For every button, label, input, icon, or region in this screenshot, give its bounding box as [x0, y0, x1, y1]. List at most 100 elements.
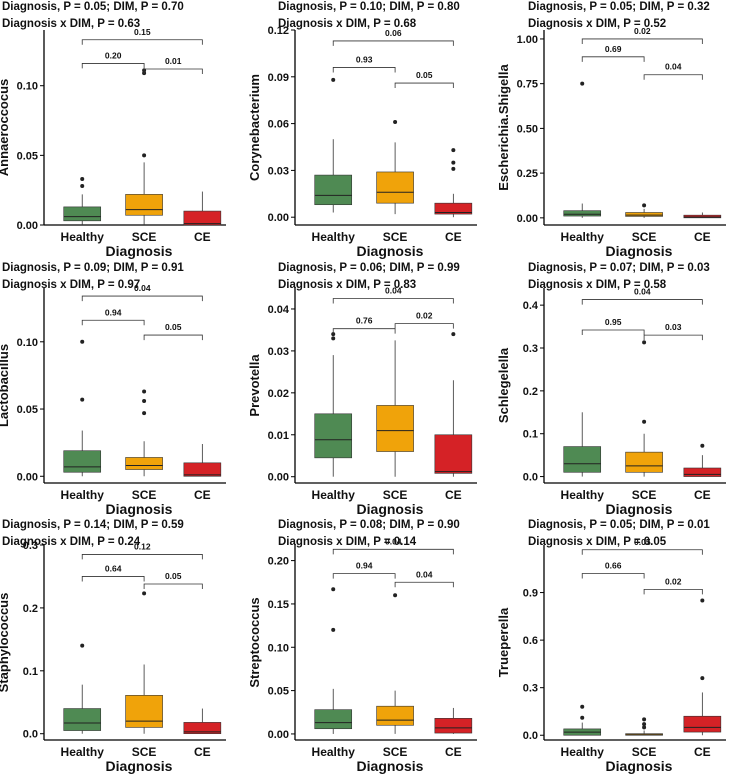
- y-tick-label: 0.02: [268, 388, 289, 400]
- box-iqr: [125, 695, 163, 728]
- x-axis-label: Diagnosis: [106, 758, 173, 774]
- outlier-point: [80, 184, 85, 188]
- y-axis-label: Corynebacterium: [247, 74, 262, 181]
- box-ce: [434, 148, 473, 218]
- comparison-bracket: [81, 63, 145, 69]
- comparison-healthy-ce: 0.04: [81, 283, 203, 302]
- comparison-healthy-ce: 0.02: [581, 26, 703, 44]
- comparison-p-value: 0.02: [416, 311, 433, 321]
- stats-line-2: Diagnosis x DIM, P = 0.58: [528, 279, 667, 291]
- outlier-point: [331, 587, 336, 592]
- y-tick-label: 0.10: [17, 337, 38, 349]
- comparison-bracket: [394, 323, 454, 329]
- comparison-healthy-sce: 0.76: [332, 316, 396, 334]
- x-tick-label-healthy: Healthy: [561, 745, 605, 759]
- box-ce: [683, 443, 722, 477]
- outlier-point: [80, 177, 85, 182]
- box-iqr: [434, 434, 473, 474]
- outlier-point: [80, 643, 85, 648]
- stats-line-1: Diagnosis, P = 0.06; DIM, P = 0.99: [278, 262, 460, 274]
- box-iqr: [63, 450, 102, 473]
- stats-line-2: Diagnosis x DIM, P = 0.97: [2, 279, 140, 291]
- box-sce: [625, 340, 663, 477]
- box-ce: [683, 212, 722, 219]
- x-tick-label-ce: CE: [694, 230, 711, 244]
- comparison-bracket: [643, 74, 703, 80]
- box-iqr: [434, 718, 473, 734]
- x-axis-label: Diagnosis: [357, 758, 424, 774]
- y-tick-label: 0.1: [23, 666, 38, 678]
- box-ce: [183, 191, 222, 226]
- comparison-healthy-ce: 0.15: [81, 27, 203, 45]
- outlier-point: [451, 332, 456, 337]
- comparison-p-value: 0.04: [385, 285, 402, 295]
- comparison-healthy-ce: 0.06: [332, 28, 454, 46]
- outlier-point: [642, 725, 647, 730]
- x-tick-label-ce: CE: [694, 745, 711, 759]
- panel-annaeroccocus: Diagnosis, P = 0.05; DIM, P = 0.70 Diagno…: [0, 1, 226, 259]
- panel-prevotella: Diagnosis, P = 0.06; DIM, P = 0.99 Diagno…: [247, 262, 477, 517]
- y-tick-label: 0.03: [268, 165, 289, 177]
- comparison-bracket: [394, 82, 454, 89]
- box-healthy: [314, 587, 353, 734]
- comparison-bracket: [643, 334, 703, 341]
- x-axis-label: Diagnosis: [106, 243, 173, 259]
- box-iqr: [125, 457, 163, 470]
- outlier-point: [580, 704, 585, 709]
- comparison-bracket: [581, 38, 703, 44]
- outlier-point: [393, 120, 398, 125]
- box-ce: [183, 708, 222, 735]
- y-tick-label: 0.75: [517, 79, 538, 91]
- y-tick-label: 0.00: [268, 472, 289, 484]
- box-iqr: [314, 413, 353, 459]
- comparison-bracket: [81, 39, 203, 45]
- box-ce: [183, 444, 222, 477]
- y-tick-label: 1.00: [517, 34, 538, 46]
- panel-escherichia-shigella: Diagnosis, P = 0.05; DIM, P = 0.32 Diagno…: [496, 1, 726, 259]
- outlier-point: [142, 411, 147, 416]
- x-axis-label: Diagnosis: [106, 501, 173, 517]
- comparison-healthy-sce: 0.64: [81, 563, 145, 582]
- outlier-point: [331, 77, 336, 82]
- box-iqr: [125, 194, 163, 216]
- box-sce: [625, 203, 663, 218]
- comparison-bracket: [394, 581, 454, 588]
- box-iqr: [183, 462, 222, 477]
- x-axis-label: Diagnosis: [357, 243, 424, 259]
- stats-line-1: Diagnosis, P = 0.10; DIM, P = 0.80: [278, 1, 460, 13]
- y-tick-label: 0.00: [268, 212, 289, 224]
- y-tick-label: 0.05: [17, 150, 38, 162]
- y-tick-label: 0.2: [23, 603, 38, 615]
- stats-line-2: Diagnosis x DIM, P = 0.52: [528, 18, 666, 30]
- x-tick-label-sce: SCE: [132, 745, 157, 759]
- comparison-bracket: [332, 67, 396, 73]
- box-iqr: [625, 451, 663, 473]
- box-healthy: [63, 177, 102, 225]
- box-healthy: [63, 339, 102, 477]
- y-tick-label: 0.6: [523, 635, 538, 647]
- y-tick-label: 0.01: [268, 430, 289, 442]
- comparison-bracket: [81, 319, 145, 326]
- y-axis-label: Escherichia.Shigella: [496, 64, 511, 191]
- stats-line-2: Diagnosis x DIM, P = 0.05: [528, 536, 667, 548]
- comparison-p-value: 0.05: [165, 322, 182, 332]
- outlier-point: [142, 591, 147, 596]
- outlier-point: [142, 389, 147, 394]
- comparison-healthy-ce: 0.04: [581, 287, 703, 305]
- y-axis-label: Schlegelella: [496, 347, 511, 423]
- y-axis-label: Annaeroccocus: [0, 79, 11, 177]
- comparison-bracket: [143, 68, 203, 74]
- outlier-point: [700, 443, 705, 448]
- box-sce: [125, 389, 163, 477]
- x-tick-label-healthy: Healthy: [61, 745, 105, 759]
- comparison-p-value: 0.20: [105, 50, 122, 60]
- comparison-p-value: 0.12: [134, 541, 151, 551]
- box-sce: [376, 340, 414, 477]
- outlier-point: [642, 340, 647, 345]
- y-tick-label: 0.50: [517, 123, 538, 135]
- y-tick-label: 0.10: [17, 81, 38, 93]
- y-tick-label: 0.00: [17, 471, 38, 483]
- stats-line-2: Diagnosis x DIM, P = 0.83: [278, 279, 416, 291]
- outlier-point: [451, 160, 456, 165]
- stats-line-2: Diagnosis x DIM, P = 0.68: [278, 18, 417, 30]
